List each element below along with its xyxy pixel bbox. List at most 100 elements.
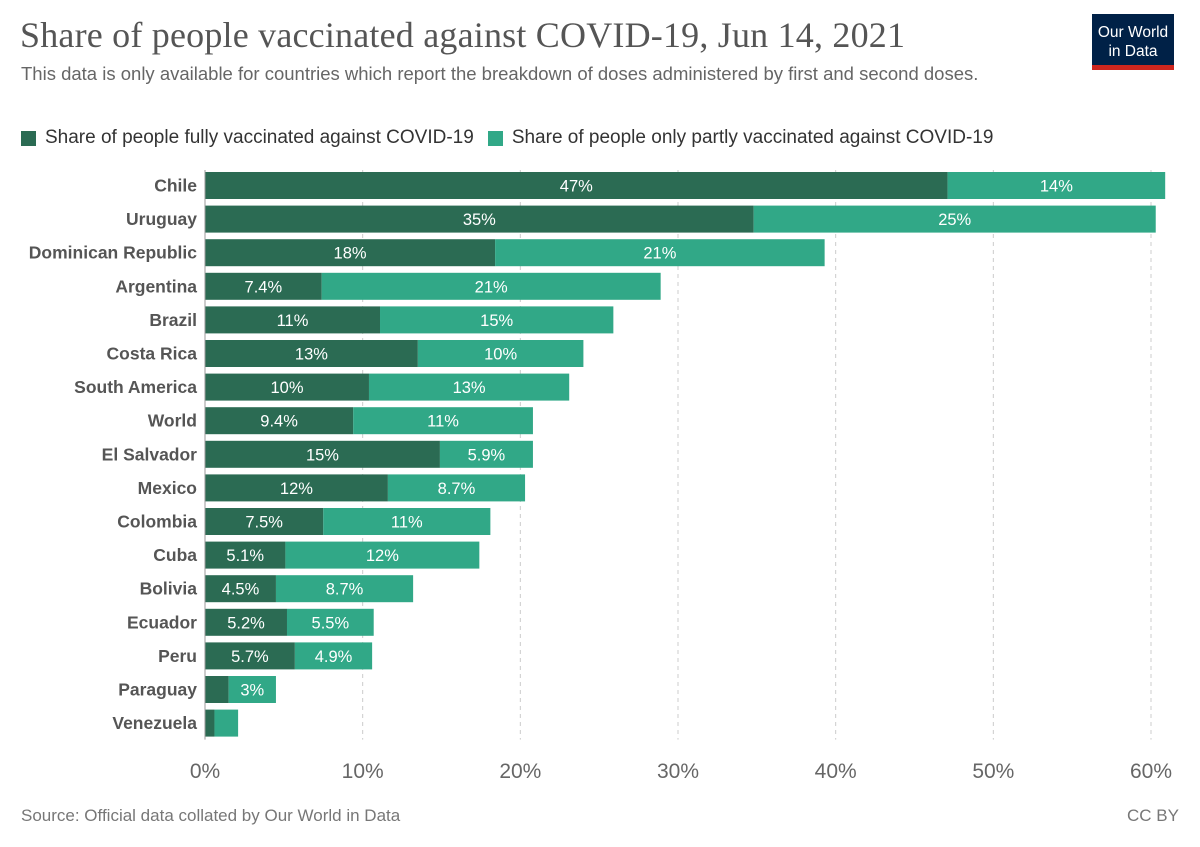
chart-subtitle: This data is only available for countrie… xyxy=(21,63,979,84)
bar-full xyxy=(205,676,229,703)
category-label: Cuba xyxy=(153,545,197,565)
category-label: South America xyxy=(74,377,197,397)
bar-full xyxy=(205,205,754,233)
data-label-partial: 15% xyxy=(480,312,513,330)
x-tick-label: 50% xyxy=(972,760,1014,783)
legend-item-full[interactable]: Share of people fully vaccinated against… xyxy=(21,127,474,149)
bar-partial xyxy=(495,239,825,267)
data-label-full: 10% xyxy=(270,379,303,397)
legend-label-full: Share of people fully vaccinated against… xyxy=(45,127,474,148)
bar-partial xyxy=(753,205,1156,233)
bar-full xyxy=(205,608,287,636)
legend-swatch-partial xyxy=(487,130,503,146)
data-label-full: 18% xyxy=(334,245,367,263)
data-label-partial: 10% xyxy=(484,346,517,364)
data-label-partial: 21% xyxy=(475,278,508,296)
bar-partial xyxy=(286,608,374,636)
category-label: Paraguay xyxy=(118,680,197,700)
bar-partial xyxy=(285,541,480,569)
bar-full xyxy=(205,172,948,199)
bar-full xyxy=(205,340,418,367)
owid-logo[interactable]: Our World in Data xyxy=(1092,14,1174,70)
bar-partial xyxy=(323,508,491,535)
bar-partial xyxy=(228,676,276,703)
data-label-partial: 4.9% xyxy=(315,648,353,666)
x-tick-label: 10% xyxy=(342,760,384,783)
category-label: Peru xyxy=(158,646,197,666)
bar-full xyxy=(205,474,388,502)
bar-chart: Chile 47% 14% Uruguay 35% 25% Dominican Republ… xyxy=(29,170,1172,783)
data-label-full: 47% xyxy=(560,178,593,196)
x-tick-label: 60% xyxy=(1130,760,1172,783)
bar-partial xyxy=(353,407,533,435)
category-label: Argentina xyxy=(115,276,197,296)
legend-label-partial: Share of people only partly vaccinated a… xyxy=(511,127,994,148)
bar-full xyxy=(205,239,496,267)
bar-full xyxy=(205,541,286,569)
category-label: Venezuela xyxy=(112,713,197,733)
data-label-full: 11% xyxy=(277,312,309,330)
data-label-full: 7.5% xyxy=(245,514,283,532)
category-label: Bolivia xyxy=(140,579,198,599)
data-label-partial: 8.7% xyxy=(326,581,364,599)
x-tick-label: 30% xyxy=(657,760,699,783)
license-label[interactable]: CC BY xyxy=(1127,806,1179,825)
data-label-partial: 11% xyxy=(427,413,459,431)
bar-partial xyxy=(321,272,661,300)
bar-full xyxy=(205,440,440,468)
logo-line-2: in Data xyxy=(1108,43,1158,60)
bar-full xyxy=(205,575,276,603)
category-label: Chile xyxy=(154,176,197,196)
legend-swatch-full xyxy=(21,130,36,146)
bar-partial xyxy=(439,440,533,468)
data-label-full: 13% xyxy=(295,346,328,364)
chart-title: Share of people vaccinated against COVID… xyxy=(20,15,906,55)
data-label-partial: 11% xyxy=(391,514,423,532)
category-label: Ecuador xyxy=(127,612,197,632)
data-label-full: 12% xyxy=(280,480,313,498)
chart-legend: Share of people fully vaccinated against… xyxy=(21,127,1007,149)
bar-full xyxy=(205,508,324,535)
logo-accent-bar xyxy=(1092,65,1174,70)
data-label-full: 4.5% xyxy=(222,581,260,599)
data-label-partial: 21% xyxy=(643,245,676,263)
data-label-partial: 12% xyxy=(366,547,399,565)
bar-full xyxy=(205,407,354,435)
category-label: El Salvador xyxy=(102,444,198,464)
bar-partial xyxy=(380,306,614,334)
data-label-full: 7.4% xyxy=(245,278,283,296)
data-label-partial: 25% xyxy=(938,211,971,229)
data-label-partial: 5.9% xyxy=(468,446,506,464)
category-label: Brazil xyxy=(149,310,197,330)
bar-partial xyxy=(294,642,373,670)
data-label-full: 5.1% xyxy=(226,547,264,565)
x-tick-label: 40% xyxy=(815,760,857,783)
category-label: Mexico xyxy=(138,478,197,498)
data-label-full: 9.4% xyxy=(260,413,298,431)
category-label: Costa Rica xyxy=(107,344,198,364)
bar-partial xyxy=(417,340,584,367)
data-label-full: 15% xyxy=(306,446,339,464)
bar-full xyxy=(205,642,295,670)
data-label-partial: 5.5% xyxy=(312,614,350,632)
bar-partial xyxy=(368,373,570,401)
bar-partial xyxy=(275,575,414,603)
data-label-partial: 14% xyxy=(1040,178,1073,196)
data-label-partial: 8.7% xyxy=(438,480,476,498)
category-label: Colombia xyxy=(117,512,197,532)
data-label-partial: 3% xyxy=(240,682,264,700)
legend-item-partial[interactable]: Share of people only partly vaccinated a… xyxy=(487,127,994,149)
bar-full xyxy=(205,373,369,401)
bar-full xyxy=(205,272,322,300)
category-label: Uruguay xyxy=(126,209,197,229)
category-label: Dominican Republic xyxy=(29,243,197,263)
bar-partial xyxy=(947,172,1166,199)
x-tick-label: 20% xyxy=(499,760,541,783)
data-label-partial: 13% xyxy=(453,379,486,397)
x-tick-label: 0% xyxy=(190,760,220,783)
data-label-full: 35% xyxy=(463,211,496,229)
bar-partial xyxy=(387,474,526,502)
bar-partial xyxy=(214,709,239,737)
bar-full xyxy=(205,306,381,334)
bar-full xyxy=(205,709,215,737)
